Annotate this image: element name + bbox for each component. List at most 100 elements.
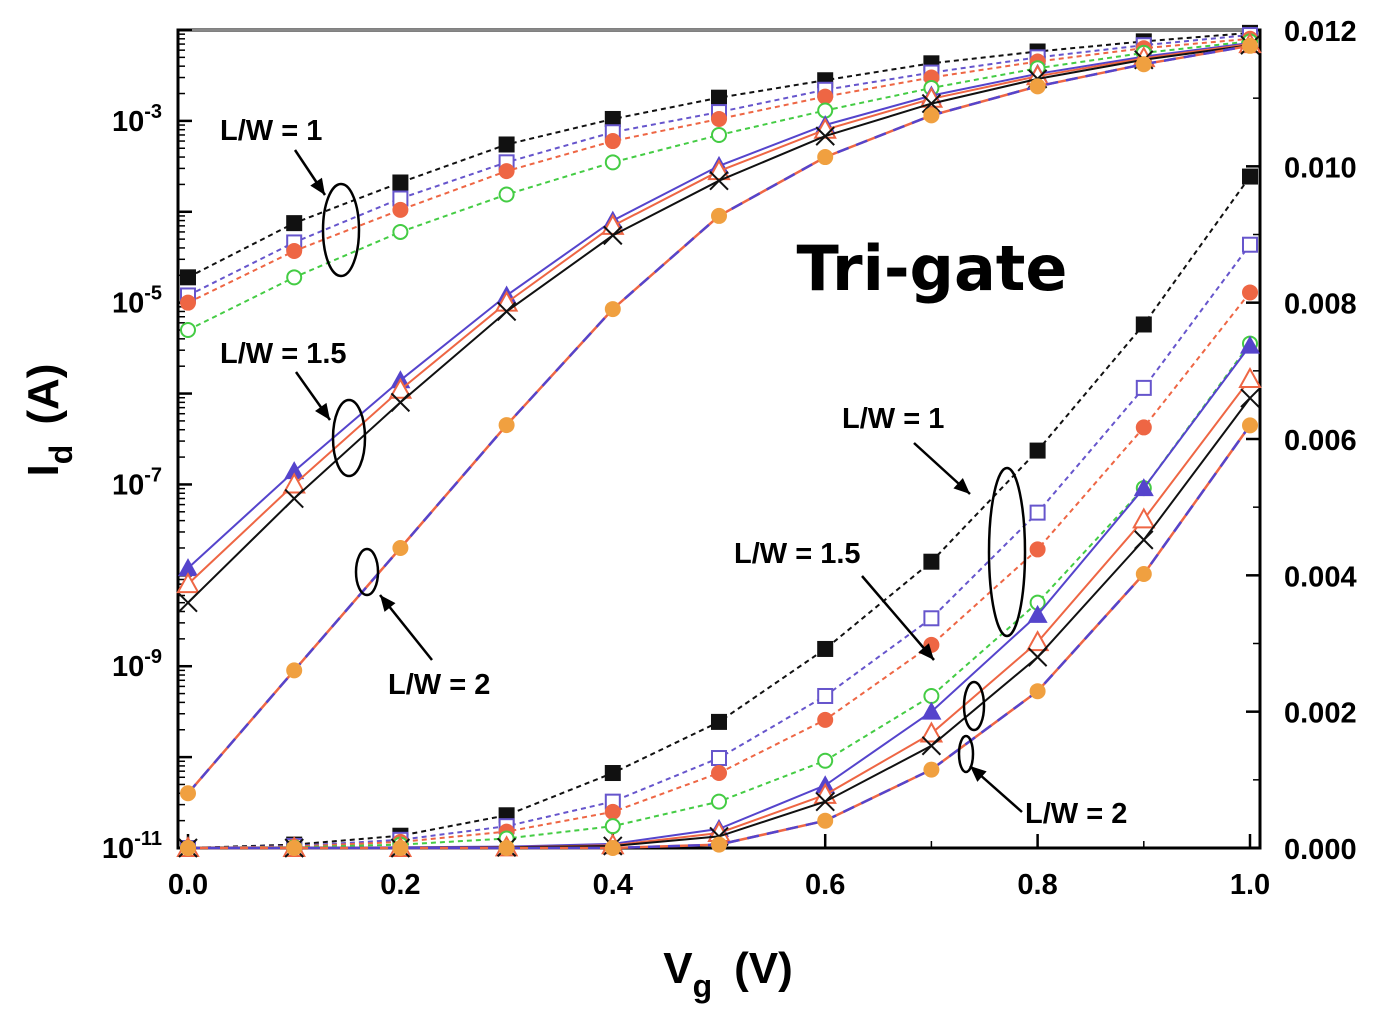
marker-triangle-open — [176, 572, 200, 594]
y-axis-title: Id(A) — [19, 364, 79, 477]
annotation-arrow — [861, 575, 935, 661]
marker-x — [709, 170, 729, 191]
marker-square-open — [1242, 236, 1258, 253]
marker-circle-filled — [392, 201, 409, 218]
x-tick-label: 0.4 — [593, 869, 633, 901]
left-tick-label: 10-11 — [102, 828, 162, 865]
marker-x — [178, 592, 198, 613]
series-line — [187, 176, 1251, 849]
marker-circle-open — [286, 269, 303, 286]
marker-circle-filled — [817, 711, 834, 728]
marker-x — [603, 225, 623, 246]
marker-triangle-open — [282, 472, 306, 494]
annotation-ellipse — [321, 182, 361, 278]
marker-x — [1240, 388, 1260, 408]
marker-circle-filled — [817, 88, 834, 105]
marker-triangle-filled — [1027, 604, 1048, 623]
right-tick-label: 0.010 — [1284, 152, 1357, 184]
left-tick-label: 10-3 — [112, 101, 162, 138]
marker-circle-filled — [180, 785, 196, 802]
marker-circle-filled — [498, 840, 515, 856]
series-log-3 — [180, 33, 1258, 339]
marker-x — [496, 301, 517, 322]
marker-square-filled — [1135, 316, 1152, 333]
marker-square-filled — [1029, 442, 1046, 459]
series-linear-15 — [180, 417, 1258, 856]
marker-circle-filled — [604, 133, 621, 150]
annotation-lw-3: L/W = 1 — [842, 403, 1027, 638]
annotation-arrowhead — [310, 177, 325, 195]
x-tick-label: 0.6 — [805, 869, 845, 901]
annotation-label: L/W = 2 — [1025, 798, 1127, 830]
marker-x — [284, 488, 304, 509]
right-tick-label: 0.000 — [1284, 834, 1357, 866]
marker-x — [1027, 647, 1048, 667]
marker-circle-filled — [1242, 284, 1258, 301]
marker-square-filled — [923, 553, 940, 570]
marker-circle-filled — [180, 294, 196, 311]
marker-triangle-open — [919, 721, 944, 743]
annotation-label: L/W = 1.5 — [734, 538, 861, 570]
marker-triangle-filled — [284, 461, 305, 480]
marker-x — [1134, 530, 1154, 550]
marker-circle-open — [604, 154, 621, 171]
marker-circle-filled — [1029, 78, 1046, 95]
annotation-lw-2: L/W = 2 — [354, 547, 490, 701]
marker-triangle-open — [1132, 507, 1156, 529]
marker-triangle-filled — [1240, 335, 1260, 354]
marker-circle-open — [604, 818, 621, 835]
annotation-ellipse — [957, 734, 975, 774]
marker-circle-filled — [604, 840, 621, 856]
marker-circle-open — [923, 687, 940, 704]
marker-x — [815, 126, 835, 146]
marker-circle-filled — [711, 836, 727, 853]
marker-circle-filled — [711, 207, 727, 224]
right-tick-label: 0.008 — [1284, 289, 1357, 321]
marker-circle-filled — [392, 840, 409, 856]
left-tick-label: 10-7 — [112, 464, 162, 501]
annotation-arrowhead — [970, 766, 987, 782]
marker-square-filled — [286, 215, 303, 232]
marker-circle-filled — [1242, 37, 1258, 54]
marker-square-filled — [711, 713, 727, 730]
x-tick-label: 1.0 — [1230, 869, 1270, 901]
marker-circle-open — [711, 126, 727, 143]
marker-circle-open — [711, 793, 727, 810]
marker-square-filled — [817, 640, 834, 657]
marker-circle-filled — [604, 301, 621, 318]
annotation-lw-0: L/W = 1 — [220, 115, 361, 278]
marker-square-filled — [180, 269, 196, 286]
annotation-ellipse — [987, 466, 1027, 638]
x-axis: 0.0 0.2 0.4 0.6 0.8 1.0 — [168, 834, 1270, 901]
chart-title: Tri-gate — [797, 232, 1068, 305]
annotation-arrowhead — [315, 402, 330, 420]
annotation-lw-1: L/W = 1.5 — [220, 338, 367, 478]
marker-circle-filled — [1242, 417, 1258, 434]
annotation-label: L/W = 1.5 — [220, 338, 347, 370]
marker-triangle-open — [1238, 366, 1262, 389]
x-tick-label: 0.2 — [380, 869, 420, 901]
annotation-lw-4: L/W = 1.5 — [734, 538, 986, 732]
marker-circle-open — [498, 186, 515, 203]
marker-circle-filled — [1029, 683, 1046, 700]
x-tick-label: 0.8 — [1017, 869, 1057, 901]
right-tick-label: 0.002 — [1284, 698, 1357, 730]
right-axis: 0.000 0.002 0.004 0.006 0.008 0.010 0.012 — [1246, 16, 1357, 866]
series-log-7 — [180, 37, 1258, 802]
marker-triangle-filled — [178, 558, 198, 577]
marker-circle-open — [392, 223, 409, 240]
annotation-ellipse — [331, 398, 367, 478]
marker-x — [921, 93, 942, 114]
annotation-ellipse — [962, 680, 986, 732]
marker-circle-filled — [498, 163, 515, 180]
marker-circle-filled — [392, 539, 409, 556]
annotation-label: L/W = 1 — [842, 403, 944, 435]
marker-circle-filled — [604, 803, 621, 820]
marker-square-open — [1029, 504, 1046, 521]
marker-square-open — [711, 750, 727, 767]
marker-circle-open — [180, 322, 196, 339]
marker-circle-filled — [1029, 541, 1046, 558]
marker-square-filled — [604, 110, 621, 127]
marker-triangle-open — [813, 117, 837, 139]
marker-circle-filled — [711, 110, 727, 127]
